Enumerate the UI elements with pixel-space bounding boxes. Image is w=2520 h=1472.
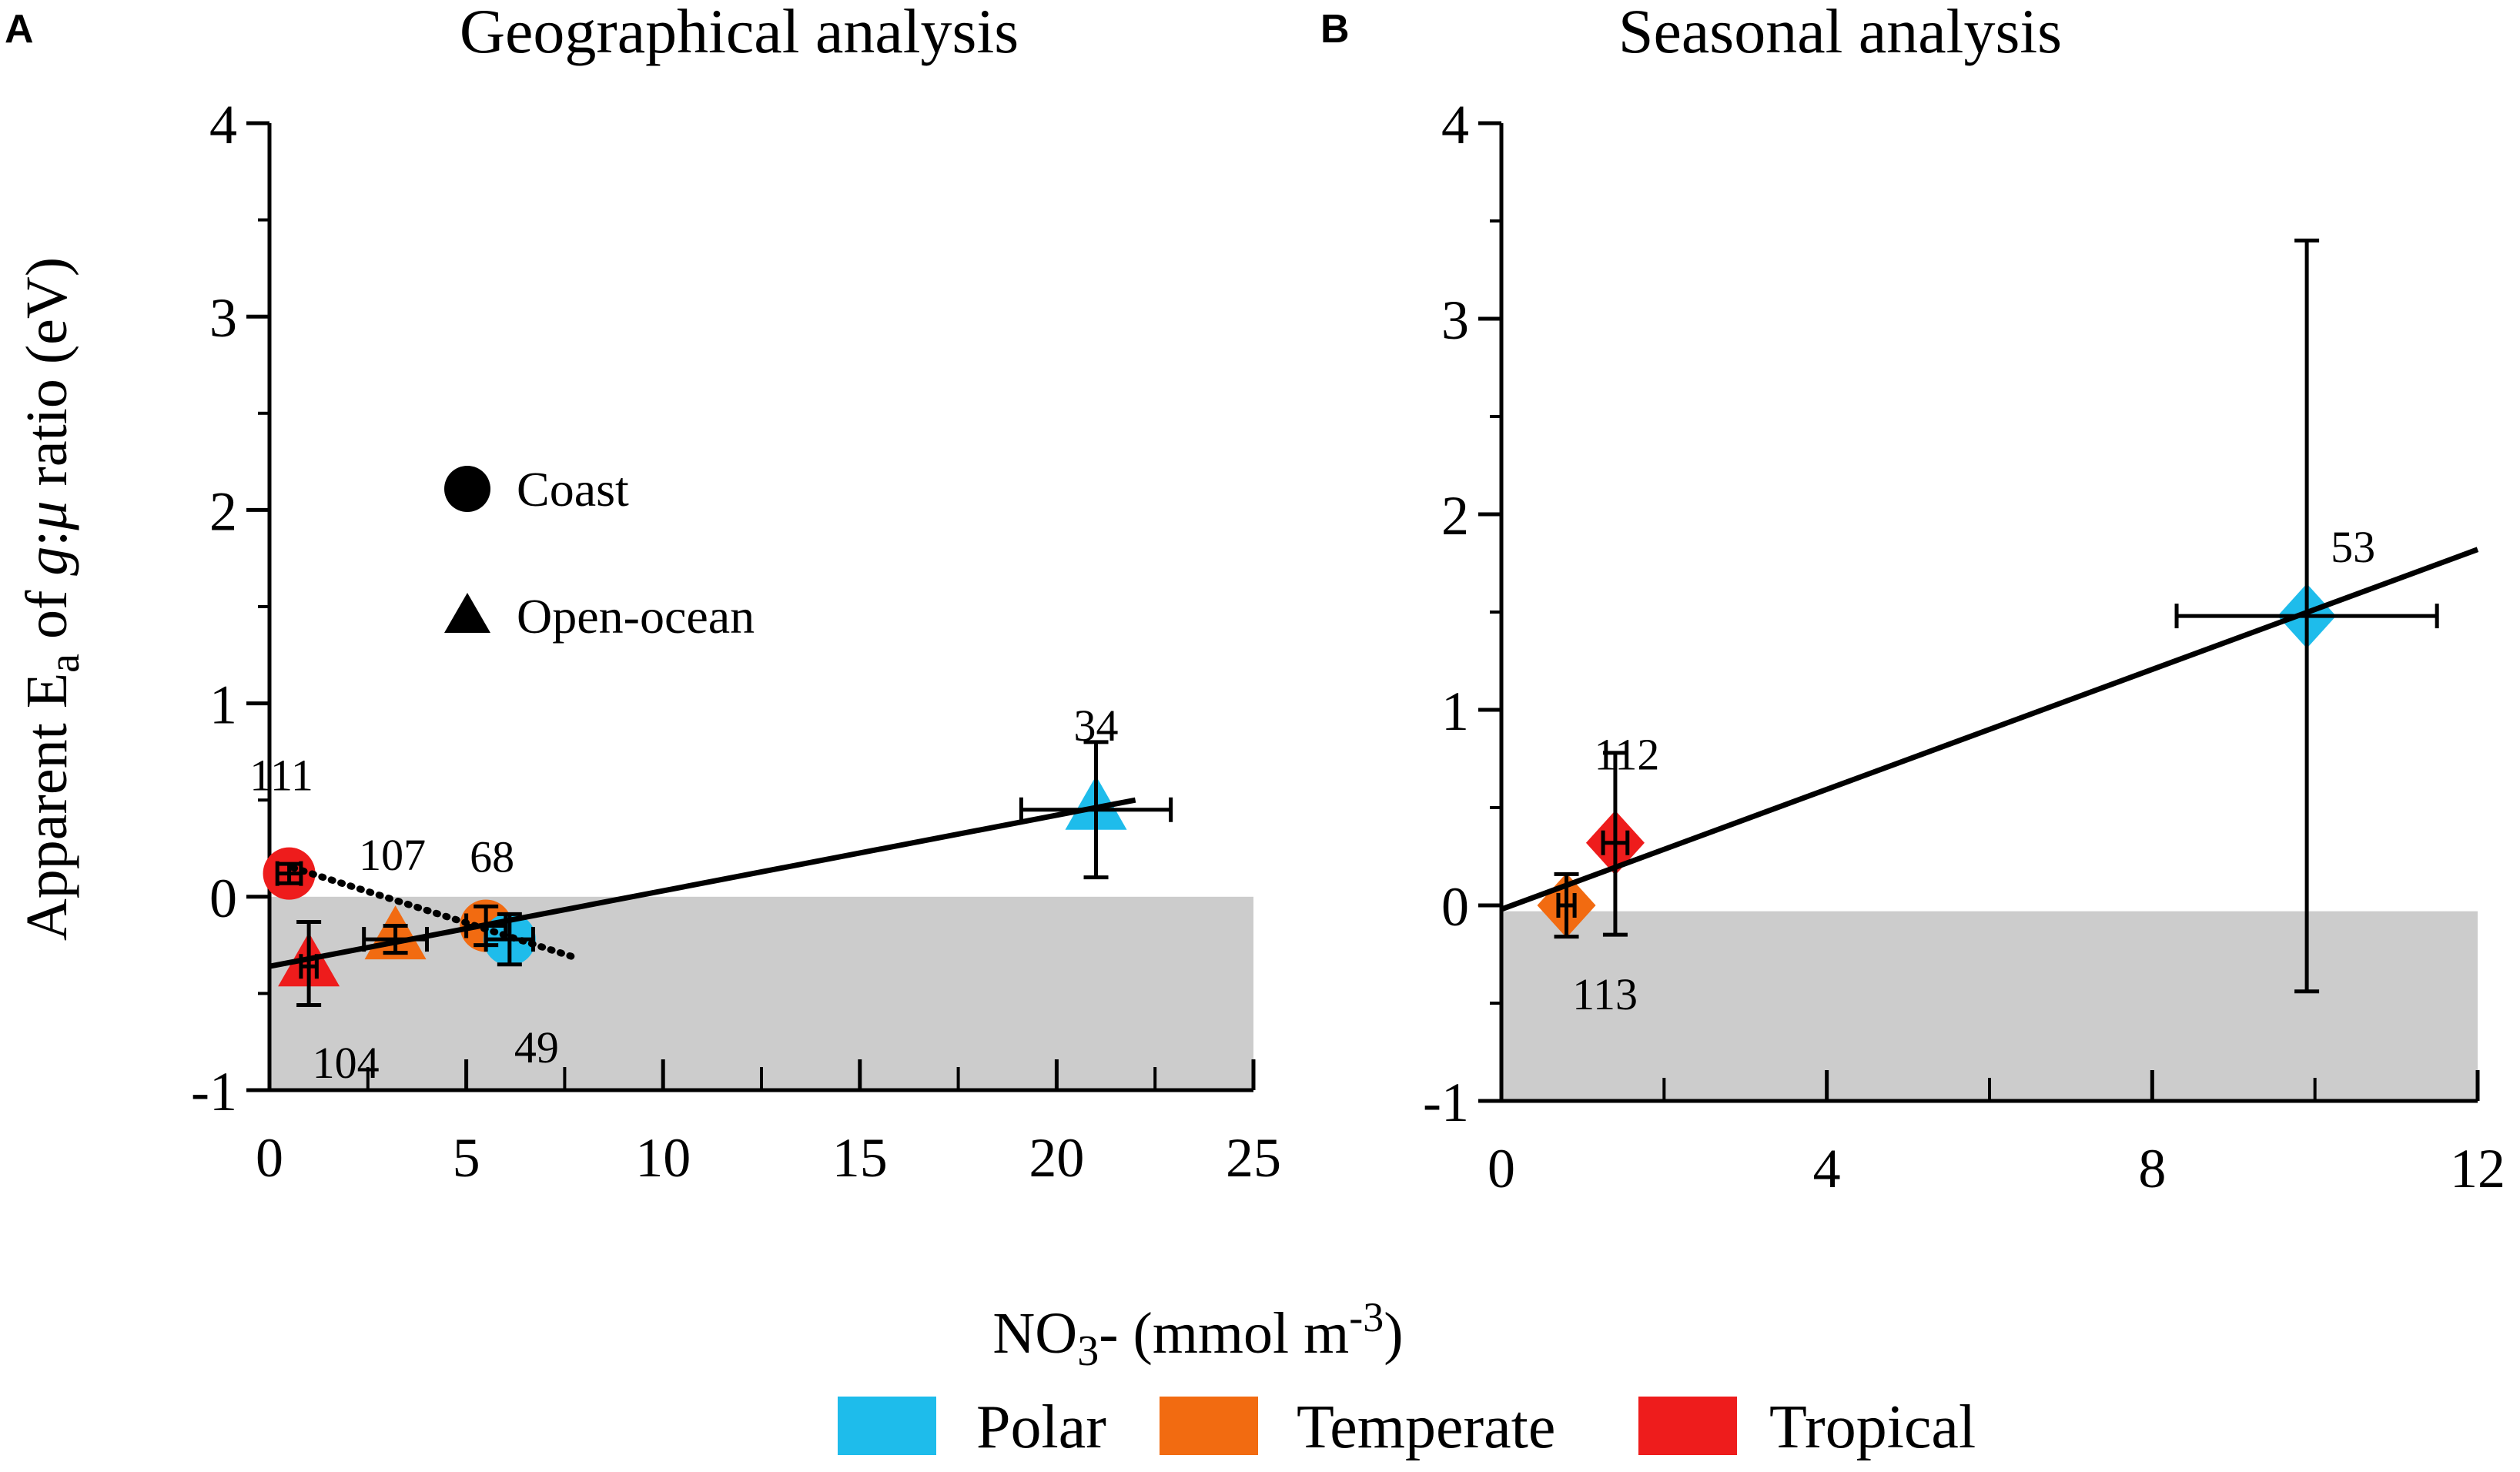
panel-letter-b: B <box>1320 7 1350 52</box>
x-label-superscript: -3 <box>1349 1294 1384 1340</box>
fit-line-dotted <box>289 864 577 961</box>
x-tick-label: 15 <box>832 1127 888 1189</box>
legend-triangle-marker <box>444 593 490 633</box>
point-label: 49 <box>514 1022 559 1072</box>
y-label-mu: μ <box>15 500 79 530</box>
point-label: 113 <box>1572 969 1638 1019</box>
error-bars <box>1554 238 2439 994</box>
x-label-subscript: 3 <box>1077 1327 1099 1375</box>
shape-legend: Coast Open-ocean <box>444 462 755 644</box>
y-tick-label: 4 <box>209 94 237 156</box>
y-label-suffix: ratio (eV) <box>15 257 79 501</box>
error-bars <box>275 740 1173 1007</box>
x-tick-label: 5 <box>453 1127 480 1189</box>
x-label-middle: - (mmol m <box>1099 1301 1349 1366</box>
y-axis-label: Apparent Ea of g:μ ratio (eV) <box>15 257 89 941</box>
y-tick-label: 3 <box>1441 289 1469 351</box>
y-tick-label: 0 <box>209 868 237 929</box>
y-label-prefix: Apparent E <box>15 673 79 941</box>
x-tick-label: 4 <box>1813 1138 1841 1199</box>
legend-swatch-temperate <box>1160 1397 1258 1455</box>
point-label: 107 <box>359 830 426 880</box>
y-label-colon: : <box>15 530 79 547</box>
x-tick-label: 25 <box>1226 1127 1281 1189</box>
x-tick-label: 20 <box>1029 1127 1084 1189</box>
y-tick-label: 4 <box>1441 94 1469 156</box>
point-label: 53 <box>2331 522 2375 572</box>
y-label-subscript: a <box>41 654 89 673</box>
panel-b-title: Seasonal analysis <box>1618 0 2062 66</box>
y-label-g: g <box>15 547 79 576</box>
legend-swatch-polar <box>838 1397 936 1455</box>
x-tick-label: 8 <box>2138 1138 2166 1199</box>
point-label: 68 <box>470 831 514 882</box>
panel-letter-a: A <box>5 7 34 52</box>
legend-label: Open-ocean <box>517 589 755 644</box>
legend-label-tropical: Tropical <box>1769 1393 1976 1461</box>
point-label: 111 <box>249 751 313 801</box>
shaded-negative-region <box>1501 911 2478 1101</box>
legend-circle-marker <box>444 466 490 512</box>
legend-label-temperate: Temperate <box>1297 1393 1555 1461</box>
y-tick-label: -1 <box>1423 1072 1469 1133</box>
x-axis-label: NO3- (mmol m-3) <box>992 1294 1403 1375</box>
x-tick-label: 0 <box>1488 1138 1515 1199</box>
y-tick-label: -1 <box>191 1061 237 1122</box>
x-label-prefix: NO <box>992 1301 1077 1366</box>
legend-swatch-tropical <box>1638 1397 1737 1455</box>
region-legend: Polar Temperate Tropical <box>838 1393 1976 1461</box>
point-label: 104 <box>313 1038 380 1088</box>
fit-line-solid <box>1500 547 2479 912</box>
x-tick-label: 12 <box>2450 1138 2505 1199</box>
y-tick-label: 1 <box>209 674 237 736</box>
shaded-negative-region <box>269 896 1253 1090</box>
legend-label-polar: Polar <box>976 1393 1106 1461</box>
y-tick-label: 1 <box>1441 681 1469 742</box>
y-tick-label: 2 <box>209 480 237 542</box>
point-label: 34 <box>1074 701 1119 751</box>
y-tick-label: 2 <box>1441 485 1469 547</box>
y-tick-label: 3 <box>209 287 237 349</box>
x-tick-label: 10 <box>635 1127 691 1189</box>
point-label: 112 <box>1595 730 1660 780</box>
x-tick-label: 0 <box>256 1127 283 1189</box>
y-label-of: of <box>15 576 79 654</box>
legend-label: Coast <box>517 462 629 517</box>
panel-a-title: Geographical analysis <box>460 0 1019 66</box>
y-tick-label: 0 <box>1441 876 1469 938</box>
x-label-suffix: ) <box>1384 1301 1403 1366</box>
